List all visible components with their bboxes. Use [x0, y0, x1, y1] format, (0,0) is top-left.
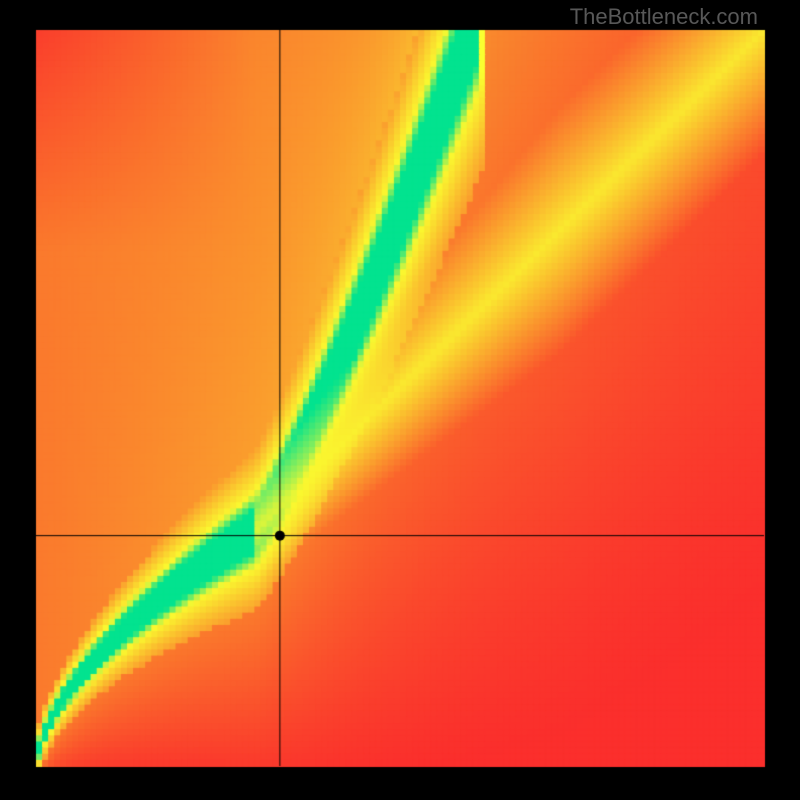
watermark-text: TheBottleneck.com	[570, 4, 758, 30]
bottleneck-heatmap	[0, 0, 800, 800]
chart-container: TheBottleneck.com	[0, 0, 800, 800]
